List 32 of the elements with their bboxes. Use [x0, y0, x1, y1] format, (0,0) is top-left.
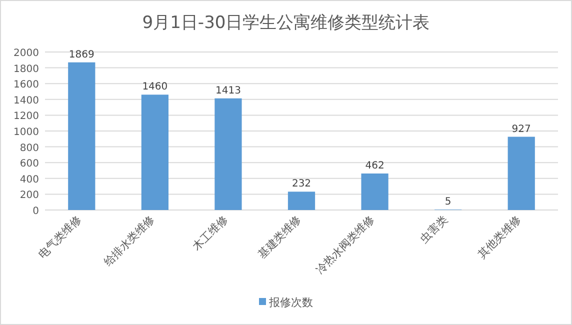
y-tick-label: 200	[20, 190, 39, 202]
bar	[214, 98, 242, 210]
legend-label: 报修次数	[268, 296, 313, 309]
y-tick-label: 400	[20, 174, 39, 186]
x-tick-label: 其他类维修	[475, 212, 524, 262]
y-tick-label: 1200	[14, 111, 39, 122]
data-label: 1413	[215, 85, 241, 96]
bar	[141, 94, 168, 210]
x-tick-label: 冷热水阀类维修	[313, 212, 377, 277]
x-tick-label: 木工维修	[190, 212, 230, 254]
y-tick-label: 1600	[14, 80, 39, 91]
bar	[361, 174, 388, 210]
y-tick-label: 800	[20, 142, 39, 154]
y-tick-label: 1800	[14, 64, 39, 75]
x-tick-label: 基建类维修	[256, 212, 304, 262]
bar	[288, 192, 316, 210]
y-tick-label: 2000	[14, 48, 39, 59]
x-tick-label: 虫害类	[418, 212, 450, 246]
data-label: 462	[365, 160, 384, 172]
chart-title: 9月1日-30日学生公寓维修类型统计表	[142, 13, 430, 33]
data-label: 1869	[68, 49, 94, 60]
data-label: 927	[512, 124, 531, 135]
legend: 报修次数	[259, 296, 313, 309]
data-label: 232	[292, 178, 312, 190]
x-tick-label: 给排水类维修	[101, 212, 158, 269]
bar	[68, 62, 96, 210]
data-label: 5	[444, 196, 452, 208]
y-tick-label: 1000	[14, 127, 39, 138]
y-tick-label: 1400	[14, 95, 39, 106]
data-label: 1460	[142, 82, 168, 93]
bar	[508, 136, 535, 210]
y-tick-label: 600	[20, 158, 39, 170]
